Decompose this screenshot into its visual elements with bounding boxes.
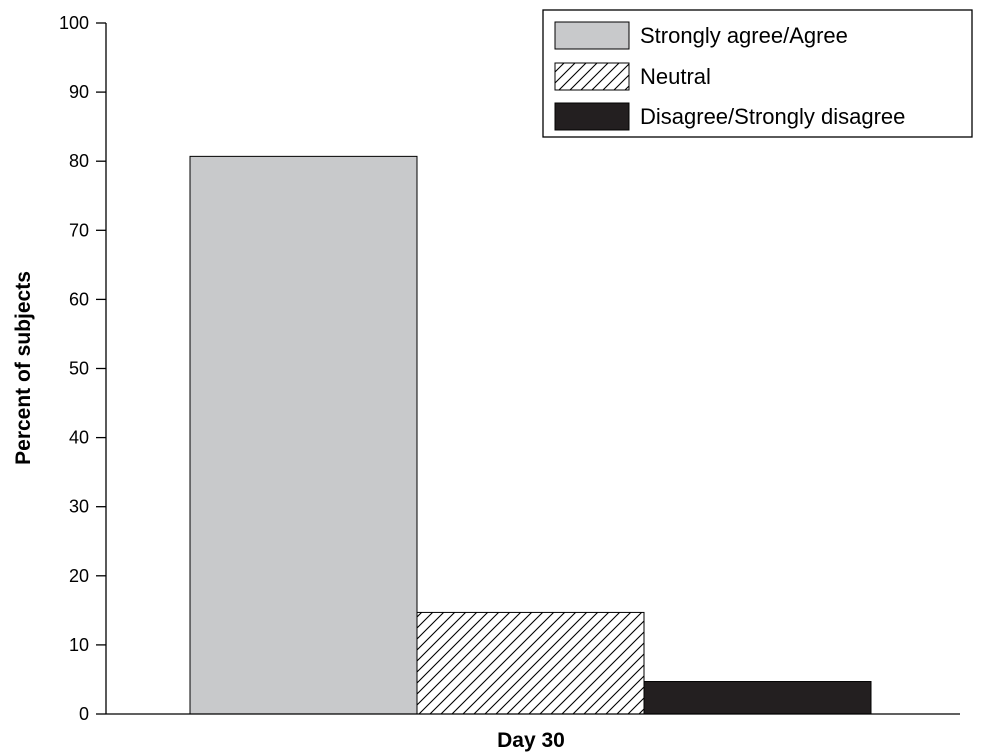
bar-disagree-strongly-disagree <box>643 681 872 715</box>
legend-swatch-agree <box>554 21 630 50</box>
y-tick-label: 60 <box>69 289 89 309</box>
legend-swatch-neutral <box>554 62 630 91</box>
bar-strongly-agree-agree <box>189 155 418 715</box>
legend: Strongly agree/Agree Neutral Disagree/St… <box>542 9 973 138</box>
y-tick-label: 90 <box>69 82 89 102</box>
legend-label-neutral: Neutral <box>640 64 711 89</box>
y-tick-label: 50 <box>69 359 89 379</box>
y-tick-label: 0 <box>79 704 89 724</box>
legend-label-disagree: Disagree/Strongly disagree <box>640 104 905 129</box>
y-axis-title: Percent of subjects <box>12 271 35 465</box>
legend-swatch-disagree <box>554 102 630 131</box>
y-tick-label: 20 <box>69 566 89 586</box>
y-tick-label: 40 <box>69 428 89 448</box>
y-tick-label: 30 <box>69 497 89 517</box>
y-tick-label: 70 <box>69 220 89 240</box>
y-tick-label: 100 <box>59 13 89 33</box>
bar-neutral <box>416 611 645 715</box>
legend-label-agree: Strongly agree/Agree <box>640 23 848 48</box>
x-axis-title: Day 30 <box>497 729 565 752</box>
y-tick-label: 10 <box>69 635 89 655</box>
y-tick-label: 80 <box>69 151 89 171</box>
